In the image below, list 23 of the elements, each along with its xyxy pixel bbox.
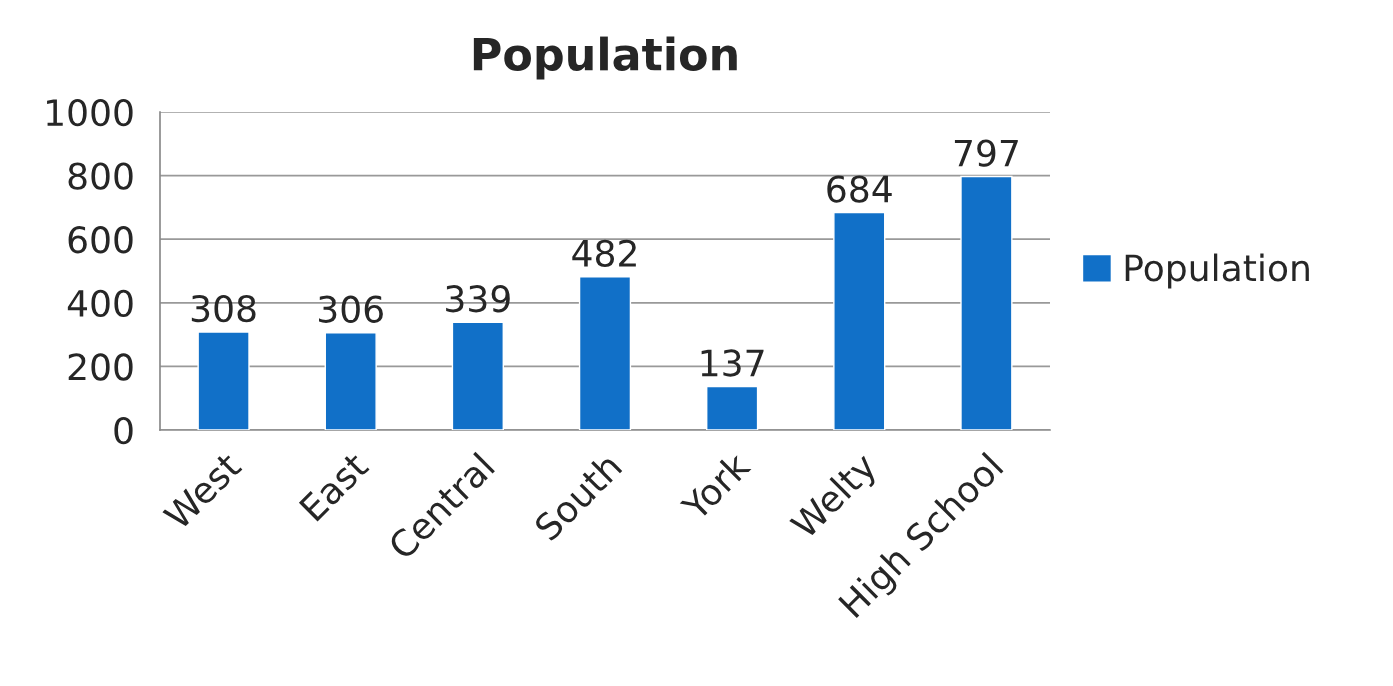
data-label: 137: [701, 349, 764, 377]
data-label: 339: [446, 285, 510, 313]
y-tick-label: 200: [68, 353, 133, 381]
y-tick-label: 0: [114, 416, 133, 445]
legend-label: Population: [1125, 253, 1309, 289]
bar: [324, 331, 377, 430]
x-tick-label: York: [678, 449, 752, 523]
bar: [197, 331, 250, 430]
y-tick-label: 600: [68, 226, 133, 254]
y-tick-label: 400: [67, 289, 133, 318]
data-label: 306: [319, 295, 383, 323]
bar: [451, 321, 504, 430]
data-label: 684: [827, 175, 892, 203]
bar: [578, 276, 632, 430]
data-label: 482: [572, 239, 636, 267]
bar: [960, 175, 1013, 430]
bar: [706, 385, 759, 430]
data-label: 797: [954, 139, 1018, 167]
bar: [833, 211, 886, 430]
y-tick-label: 800: [68, 162, 133, 190]
chart-title: Population: [473, 36, 737, 80]
data-label: 308: [191, 294, 256, 323]
y-tick-label: 1000: [47, 98, 133, 127]
